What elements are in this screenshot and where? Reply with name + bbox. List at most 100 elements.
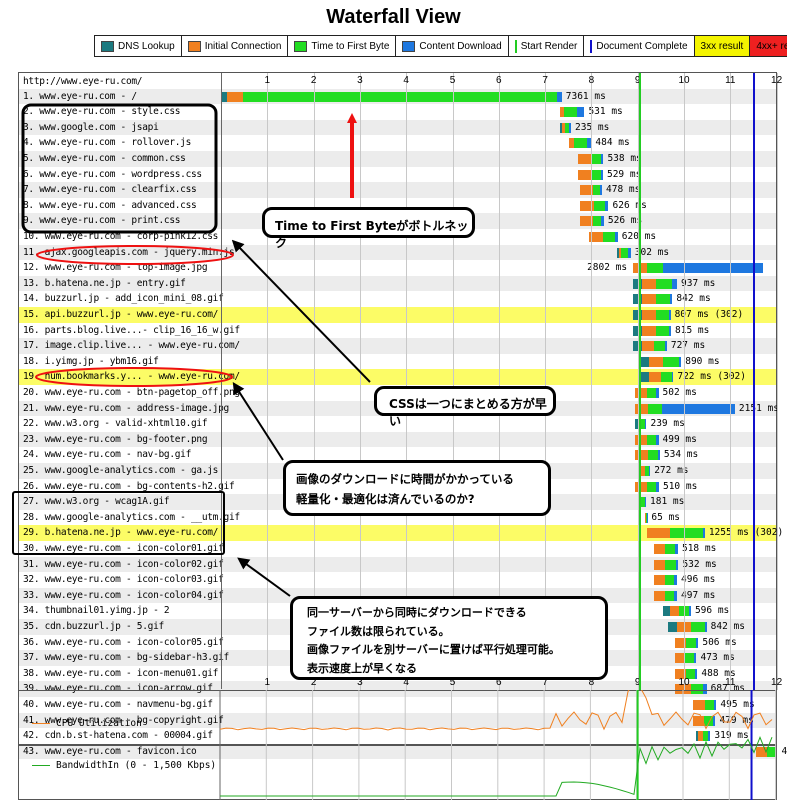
request-bar: [640, 356, 682, 367]
request-bar: [695, 731, 711, 742]
request-bar: [221, 91, 562, 102]
request-label: 11. ajax.googleapis.com - jquery.min.js: [23, 246, 235, 258]
ttfb-segment: [646, 263, 664, 274]
request-label: 3. www.google.com - jsapi: [23, 121, 159, 133]
request-label: 14. buzzurl.jp - add_icon_mini_08.gif: [23, 293, 224, 305]
conn-segment: [578, 169, 593, 180]
request-row[interactable]: 1. www.eye-ru.com - / 7361 ms: [19, 88, 776, 105]
request-row[interactable]: 32. www.eye-ru.com - icon-color03.gif 496…: [19, 572, 776, 588]
conn-segment: [653, 559, 666, 570]
request-duration: 722 ms (302): [677, 371, 746, 383]
request-row[interactable]: 38. www.eye-ru.com - icon-menu01.gif 488 …: [19, 666, 776, 682]
tick-label: 10: [678, 75, 690, 86]
request-duration: 842 ms: [710, 621, 745, 632]
request-row[interactable]: 2. www.eye-ru.com - style.css 531 ms: [19, 104, 776, 120]
request-bar: [579, 216, 604, 227]
dl-segment: [675, 559, 679, 570]
dl-segment: [708, 731, 711, 742]
request-duration: 526 ms: [607, 215, 643, 227]
dl-segment: [601, 216, 604, 227]
request-row[interactable]: 42. cdn.b.st-hatena.com - 00004.gif 319 m…: [19, 728, 776, 744]
legend-item: Content Download: [396, 36, 509, 56]
request-row[interactable]: 17. image.clip.live... - www.eye-ru.com/…: [19, 338, 776, 354]
request-duration: 502 ms: [662, 387, 697, 398]
request-row[interactable]: 11. ajax.googleapis.com - jquery.min.js 3…: [19, 244, 776, 261]
dl-segment: [662, 403, 735, 414]
request-row[interactable]: 3. www.google.com - jsapi 235 ms: [19, 119, 776, 136]
request-row[interactable]: 5. www.eye-ru.com - common.css 538 ms: [19, 151, 776, 167]
request-row[interactable]: 14. buzzurl.jp - add_icon_mini_08.gif 842…: [19, 291, 776, 307]
request-row[interactable]: 19. num.bookmarks.y... - www.eye-ru.com/…: [19, 369, 776, 385]
dns-segment: [559, 122, 563, 133]
request-row[interactable]: 39. www.eye-ru.com - icon-arrow.gif 687 m…: [19, 681, 776, 697]
legend-item: 4xx+ result: [750, 36, 787, 56]
dl-segment: [605, 200, 609, 211]
request-duration: 534 ms: [663, 449, 699, 461]
request-row[interactable]: 13. b.hatena.ne.jp - entry.gif 937 ms: [19, 275, 776, 292]
dl-segment: [569, 122, 571, 133]
request-row[interactable]: 4. www.eye-ru.com - rollover.js 484 ms: [19, 135, 776, 151]
request-label: 37. www.eye-ru.com - bg-sidebar-h3.gif: [23, 652, 229, 664]
request-row[interactable]: 24. www.eye-ru.com - nav-bg.gif 534 ms: [19, 447, 776, 463]
request-duration: 499 ms: [662, 433, 697, 445]
request-row[interactable]: 41. www.eye-ru.com - bg-copyright.gif 479…: [19, 712, 776, 729]
request-row[interactable]: 40. www.eye-ru.com - navmenu-bg.gif 495 m…: [19, 697, 776, 713]
tick-label: 6: [496, 677, 502, 688]
request-row[interactable]: 12. www.eye-ru.com - top-image.jpg 2802 m…: [19, 260, 776, 276]
ttfb-segment: [656, 325, 670, 336]
request-row[interactable]: 23. www.eye-ru.com - bg-footer.png 499 ms: [19, 431, 776, 448]
tick-label: 5: [449, 75, 456, 86]
ttfb-segment: [563, 107, 578, 118]
header-url: http://www.eye-ru.com/: [23, 76, 143, 87]
request-row[interactable]: 16. parts.blog.live...- clip_16_16_w.gif…: [19, 323, 776, 339]
ttfb-segment: [704, 715, 714, 726]
conn-segment: [635, 403, 649, 414]
dl-segment: [713, 700, 717, 710]
ttfb-segment: [593, 200, 606, 211]
request-row[interactable]: 15. api.buzzurl.jp - www.eye-ru.com/807 …: [19, 307, 776, 323]
request-bar: [579, 185, 603, 196]
dns-segment: [635, 419, 638, 430]
dl-segment: [713, 715, 716, 726]
ttfb-segment: [665, 544, 675, 554]
dl-segment: [656, 481, 659, 492]
request-duration: 484 ms: [595, 137, 630, 149]
tick-label: 4: [403, 75, 409, 86]
request-label: 17. image.clip.live... - www.eye-ru.com/: [23, 340, 240, 352]
request-bar: [693, 700, 717, 710]
request-row[interactable]: 31. www.eye-ru.com - icon-color02.gif 532…: [19, 556, 776, 573]
request-row[interactable]: 36. www.eye-ru.com - icon-color05.gif 506…: [19, 635, 776, 651]
request-row[interactable]: 43. www.eye-ru.com - favicon.ico 471 ms: [19, 743, 787, 760]
conn-segment: [646, 528, 671, 539]
request-row[interactable]: 29. b.hatena.ne.jp - www.eye-ru.com/1255…: [19, 525, 783, 541]
request-row[interactable]: 18. i.yimg.jp - ybm16.gif 890 ms: [19, 354, 776, 370]
conn-segment: [619, 247, 622, 258]
ttfb-segment: [592, 169, 601, 180]
ttfb-segment: [685, 653, 695, 664]
tick-label: 11: [725, 677, 736, 688]
request-row[interactable]: 7. www.eye-ru.com - clearfix.css 478 ms: [19, 182, 776, 198]
ttfb-segment: [665, 559, 676, 570]
conn-segment: [644, 512, 646, 523]
dl-segment: [577, 107, 585, 118]
legend-swatch: [101, 40, 114, 52]
request-duration: 842 ms: [676, 293, 711, 305]
request-duration: 488 ms: [701, 667, 736, 679]
grid-line: [545, 73, 547, 690]
conn-segment: [579, 216, 593, 227]
request-row[interactable]: 20. www.eye-ru.com - btn-pagetop_off.png…: [19, 385, 776, 401]
request-bar: [663, 606, 691, 617]
dl-segment: [648, 466, 651, 476]
conn-segment: [642, 278, 657, 289]
request-row[interactable]: 6. www.eye-ru.com - wordpress.css 529 ms: [19, 167, 776, 183]
request-label: 1. www.eye-ru.com - /: [23, 90, 137, 102]
request-row[interactable]: 26. www.eye-ru.com - bg-contents-h2.gif 5…: [19, 479, 776, 495]
ttfb-segment: [660, 372, 673, 383]
grid-line: [591, 73, 593, 690]
request-row[interactable]: 30. www.eye-ru.com - icon-color01.gif 518…: [19, 541, 776, 557]
tick-label: 12: [771, 75, 783, 86]
request-label: 30. www.eye-ru.com - icon-color01.gif: [23, 543, 224, 554]
conn-segment: [579, 185, 593, 196]
request-row[interactable]: 34. thumbnail01.yimg.jp - 2 596 ms: [19, 603, 776, 619]
request-bar: [640, 372, 674, 383]
